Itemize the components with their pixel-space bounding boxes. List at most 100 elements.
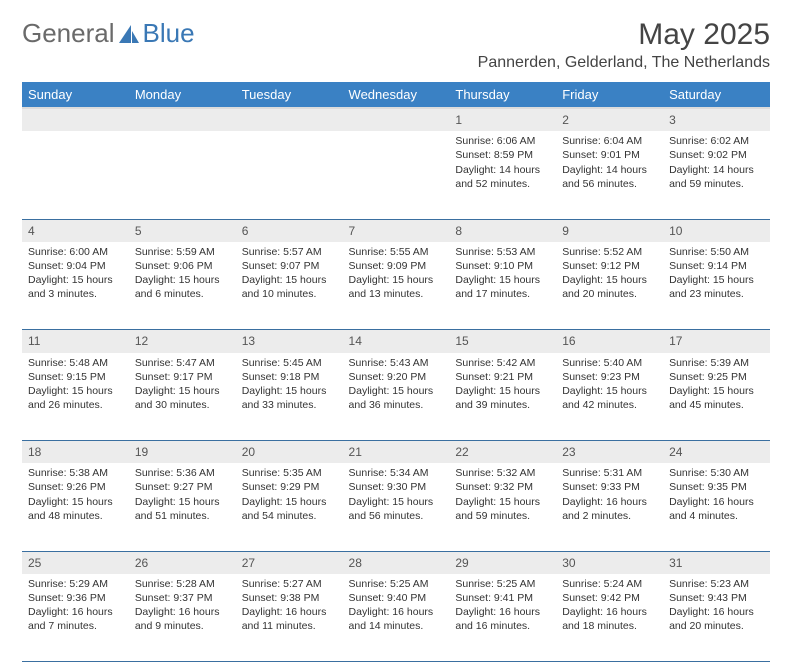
sunset-text: Sunset: 9:43 PM [669,591,764,605]
daylight-text: Daylight: 15 hours and 45 minutes. [669,384,764,412]
day-info-cell: Sunrise: 5:36 AMSunset: 9:27 PMDaylight:… [129,463,236,551]
day-number-cell [236,108,343,131]
day-number-cell: 20 [236,441,343,464]
sunrise-text: Sunrise: 5:34 AM [349,466,444,480]
brand-part1: General [22,18,115,49]
day-info-row: Sunrise: 6:06 AMSunset: 8:59 PMDaylight:… [22,131,770,219]
day-info-cell: Sunrise: 5:29 AMSunset: 9:36 PMDaylight:… [22,574,129,662]
day-number-cell: 28 [343,551,450,574]
day-number-cell: 11 [22,330,129,353]
day-info-cell: Sunrise: 5:47 AMSunset: 9:17 PMDaylight:… [129,353,236,441]
day-info-cell: Sunrise: 5:39 AMSunset: 9:25 PMDaylight:… [663,353,770,441]
sunset-text: Sunset: 9:26 PM [28,480,123,494]
day-number-row: 11121314151617 [22,330,770,353]
sunrise-text: Sunrise: 5:40 AM [562,356,657,370]
sunrise-text: Sunrise: 5:35 AM [242,466,337,480]
day-info-cell: Sunrise: 5:53 AMSunset: 9:10 PMDaylight:… [449,242,556,330]
day-header: Saturday [663,82,770,108]
daylight-text: Daylight: 15 hours and 17 minutes. [455,273,550,301]
sunrise-text: Sunrise: 5:39 AM [669,356,764,370]
daylight-text: Daylight: 15 hours and 36 minutes. [349,384,444,412]
day-info-cell: Sunrise: 5:48 AMSunset: 9:15 PMDaylight:… [22,353,129,441]
sunset-text: Sunset: 9:37 PM [135,591,230,605]
sunset-text: Sunset: 9:38 PM [242,591,337,605]
sunrise-text: Sunrise: 5:38 AM [28,466,123,480]
sunrise-text: Sunrise: 5:25 AM [455,577,550,591]
sunrise-text: Sunrise: 5:36 AM [135,466,230,480]
day-number-cell: 9 [556,219,663,242]
day-number-cell [22,108,129,131]
sunrise-text: Sunrise: 6:02 AM [669,134,764,148]
daylight-text: Daylight: 16 hours and 14 minutes. [349,605,444,633]
daylight-text: Daylight: 15 hours and 51 minutes. [135,495,230,523]
day-number-cell [129,108,236,131]
sunset-text: Sunset: 9:06 PM [135,259,230,273]
day-number-row: 25262728293031 [22,551,770,574]
day-info-cell: Sunrise: 5:40 AMSunset: 9:23 PMDaylight:… [556,353,663,441]
sunset-text: Sunset: 9:29 PM [242,480,337,494]
day-info-cell: Sunrise: 6:02 AMSunset: 9:02 PMDaylight:… [663,131,770,219]
day-info-row: Sunrise: 5:38 AMSunset: 9:26 PM Daylight:… [22,463,770,551]
day-header: Thursday [449,82,556,108]
day-header: Wednesday [343,82,450,108]
sunset-text: Sunset: 9:18 PM [242,370,337,384]
day-info-cell: Sunrise: 5:32 AMSunset: 9:32 PMDaylight:… [449,463,556,551]
daylight-text: Daylight: 16 hours and 4 minutes. [669,495,764,523]
sunrise-text: Sunrise: 5:28 AM [135,577,230,591]
day-number-cell: 10 [663,219,770,242]
day-info-cell [129,131,236,219]
sunset-text: Sunset: 9:12 PM [562,259,657,273]
day-number-cell: 13 [236,330,343,353]
day-number-row: 123 [22,108,770,131]
calendar-table: SundayMondayTuesdayWednesdayThursdayFrid… [22,82,770,662]
sunrise-text: Sunrise: 5:57 AM [242,245,337,259]
daylight-text: Daylight: 16 hours and 18 minutes. [562,605,657,633]
sunrise-text: Sunrise: 5:48 AM [28,356,123,370]
day-number-cell: 7 [343,219,450,242]
day-number-cell: 4 [22,219,129,242]
day-info-row: Sunrise: 5:48 AMSunset: 9:15 PMDaylight:… [22,353,770,441]
day-number-cell: 31 [663,551,770,574]
day-info-row: Sunrise: 5:29 AMSunset: 9:36 PMDaylight:… [22,574,770,662]
daylight-text: Daylight: 15 hours and 39 minutes. [455,384,550,412]
sunrise-text: Sunrise: 5:45 AM [242,356,337,370]
daylight-text: Daylight: 16 hours and 9 minutes. [135,605,230,633]
daylight-text: Daylight: 15 hours and 20 minutes. [562,273,657,301]
daylight-text: Daylight: 15 hours and 13 minutes. [349,273,444,301]
day-number-cell: 3 [663,108,770,131]
day-number-cell: 19 [129,441,236,464]
daylight-text: Daylight: 15 hours and 10 minutes. [242,273,337,301]
daylight-text: Daylight: 16 hours and 16 minutes. [455,605,550,633]
day-info-cell: Sunrise: 5:59 AMSunset: 9:06 PMDaylight:… [129,242,236,330]
day-number-cell: 22 [449,441,556,464]
day-info-cell: Sunrise: 6:04 AMSunset: 9:01 PMDaylight:… [556,131,663,219]
day-header: Tuesday [236,82,343,108]
day-number-cell: 6 [236,219,343,242]
day-number-cell: 15 [449,330,556,353]
sunrise-text: Sunrise: 5:29 AM [28,577,123,591]
sunset-text: Sunset: 9:14 PM [669,259,764,273]
day-info-cell: Sunrise: 5:45 AMSunset: 9:18 PMDaylight:… [236,353,343,441]
daylight-text: Daylight: 16 hours and 2 minutes. [562,495,657,523]
daylight-text: Daylight: 15 hours and 54 minutes. [242,495,337,523]
day-number-cell: 16 [556,330,663,353]
sunset-text: Sunset: 9:32 PM [455,480,550,494]
sunrise-text: Sunrise: 6:04 AM [562,134,657,148]
daylight-text: Daylight: 14 hours and 52 minutes. [455,163,550,191]
daylight-text: Daylight: 15 hours and 3 minutes. [28,273,123,301]
sunrise-text: Sunrise: 5:32 AM [455,466,550,480]
sunset-text: Sunset: 9:41 PM [455,591,550,605]
sunset-text: Sunset: 9:09 PM [349,259,444,273]
daylight-text: Daylight: 15 hours and 56 minutes. [349,495,444,523]
brand-logo: General Blue [22,18,195,49]
daylight-text: Daylight: 15 hours and 30 minutes. [135,384,230,412]
day-info-cell: Sunrise: 5:31 AMSunset: 9:33 PMDaylight:… [556,463,663,551]
sunrise-text: Sunrise: 5:52 AM [562,245,657,259]
sunrise-text: Sunrise: 5:42 AM [455,356,550,370]
day-info-cell: Sunrise: 6:00 AMSunset: 9:04 PMDaylight:… [22,242,129,330]
day-info-cell [236,131,343,219]
day-number-cell: 30 [556,551,663,574]
day-info-cell: Sunrise: 5:25 AMSunset: 9:40 PMDaylight:… [343,574,450,662]
daylight-text: Daylight: 14 hours and 56 minutes. [562,163,657,191]
sunrise-text: Sunrise: 5:55 AM [349,245,444,259]
